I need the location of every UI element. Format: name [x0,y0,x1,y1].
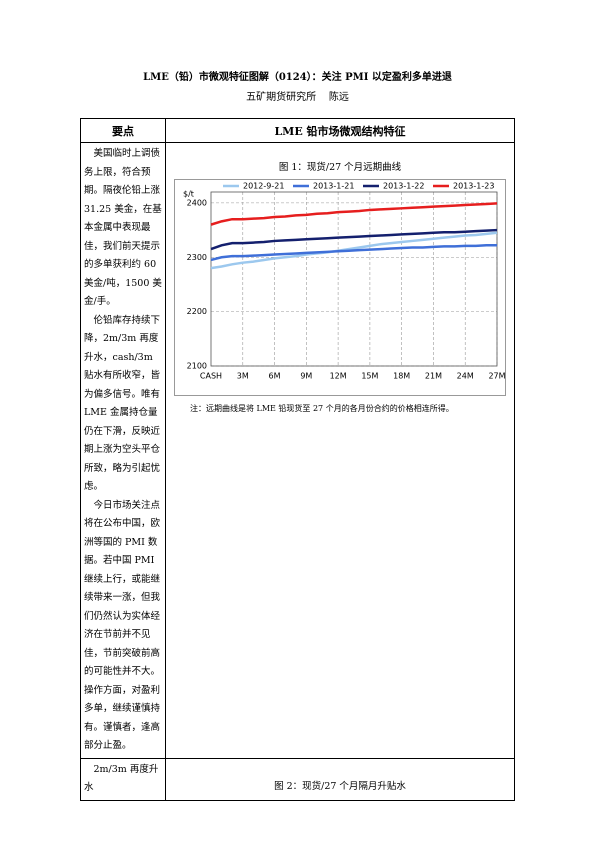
chart-cell: 图 2：现货/27 个月隔月升贴水 [165,757,515,801]
series-line [210,244,497,262]
x-tick-label: 18M [393,372,410,381]
caption: 图 2：现货/27 个月隔月升贴水 [274,781,406,792]
org: 五矿期货研究所 [246,92,317,103]
x-tick-label: CASH [200,372,222,381]
points-cell: 2m/3m 再度升水 [80,757,166,801]
y-tick-label: 2400 [187,198,207,207]
y-axis-label: $/t [183,190,194,199]
byline: 五矿期货研究所 陈远 [0,88,595,103]
x-tick-label: 24M [457,372,474,381]
x-tick-label: 6M [269,372,281,381]
series-line [210,228,498,251]
paragraph: 2m/3m 再度升水 [84,763,159,794]
plot-frame [210,191,498,367]
caption: 图 1：现货/27 个月远期曲线 [278,162,402,173]
table: 要点 LME 铅市场微观结构特征 美国临时上调债务上限，符合预期。隔夜伦铅上涨 … [80,118,515,801]
legend-label: 2013-1-23 [453,182,494,191]
doc-title: LME（铅）市微观特征图解（0124）：关注 PMI 以定盈利多单进退 [143,72,452,83]
header-cell: LME 铅市场微观结构特征 [165,118,515,143]
paragraph: 美国临时上调债务上限，符合预期。隔夜伦铅上涨 31.25 美金，在基本金属中表现… [84,148,162,307]
x-tick-label: 12M [330,372,347,381]
x-tick-label: 9M [300,372,312,381]
paragraph: 伦铅库存持续下降，2m/3m 再度升水，cash/3m 贴水有所收窄，皆为偏多信… [84,314,161,493]
y-tick-label: 2200 [187,307,207,316]
legend-label: 2012-9-21 [243,182,284,191]
series-line [210,231,498,270]
x-tick-label: 15M [361,372,378,381]
y-tick-label: 2300 [187,253,207,262]
x-tick-label: 21M [425,372,442,381]
y-tick-label: 2100 [187,362,207,371]
paragraph: 今日市场关注点将在公布中国，欧洲等国的 PMI 数据。若中国 PMI 继续上行，… [84,499,161,752]
header-cell: 要点 [80,118,166,143]
x-tick-label: 3M [237,372,249,381]
chart: $/t 2100 2200 2300 2400 CASH 3M 6M 9M 12M 15M 18M 21… [174,179,506,396]
author: 陈远 [328,92,349,103]
x-tick-label: 27M [488,372,505,381]
series-line [210,202,498,226]
points-cell: 美国临时上调债务上限，符合预期。隔夜伦铅上涨 31.25 美金，在基本金属中表现… [80,142,166,759]
legend-label: 2013-1-22 [383,182,424,191]
chart-cell: 图 1：现货/27 个月远期曲线 $/t 2100 2200 2300 2400 CASH… [165,142,515,759]
legend-label: 2013-1-21 [313,182,354,191]
note: 注：远期曲线是将 LME 铅现货至 27 个月的各月份合约的价格相连所得。 [190,404,454,413]
